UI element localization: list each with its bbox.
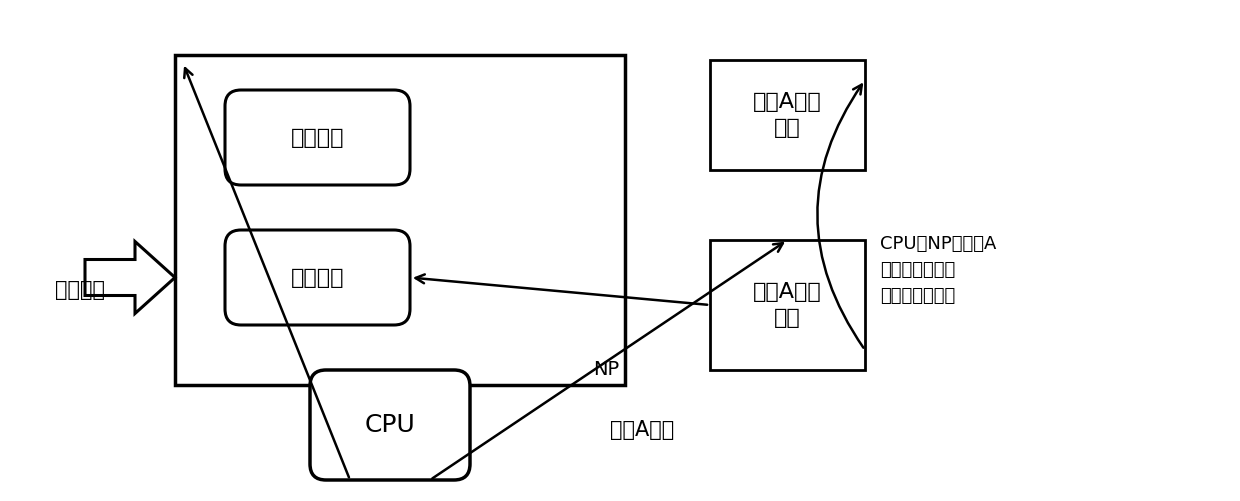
Bar (711, 60, 866, 170)
Text: 转发模块: 转发模块 (290, 268, 345, 288)
Polygon shape (86, 241, 175, 314)
FancyBboxPatch shape (224, 90, 410, 185)
FancyBboxPatch shape (310, 370, 470, 480)
Text: 输入流量: 输入流量 (55, 280, 105, 300)
FancyBboxPatch shape (224, 230, 410, 325)
Bar (711, 240, 866, 370)
Text: CPU把NP的表项A
从原始存储空间
复制到备份空间: CPU把NP的表项A 从原始存储空间 复制到备份空间 (880, 234, 997, 306)
Text: 表项A存储
空间: 表项A存储 空间 (753, 282, 822, 328)
Text: 表项A下发: 表项A下发 (610, 420, 675, 440)
Text: 表项A备份
空间: 表项A备份 空间 (753, 92, 822, 138)
Text: CPU: CPU (365, 413, 415, 437)
Text: 检测模块: 检测模块 (290, 127, 345, 147)
Bar (175, 55, 625, 385)
Text: NP: NP (593, 360, 619, 379)
